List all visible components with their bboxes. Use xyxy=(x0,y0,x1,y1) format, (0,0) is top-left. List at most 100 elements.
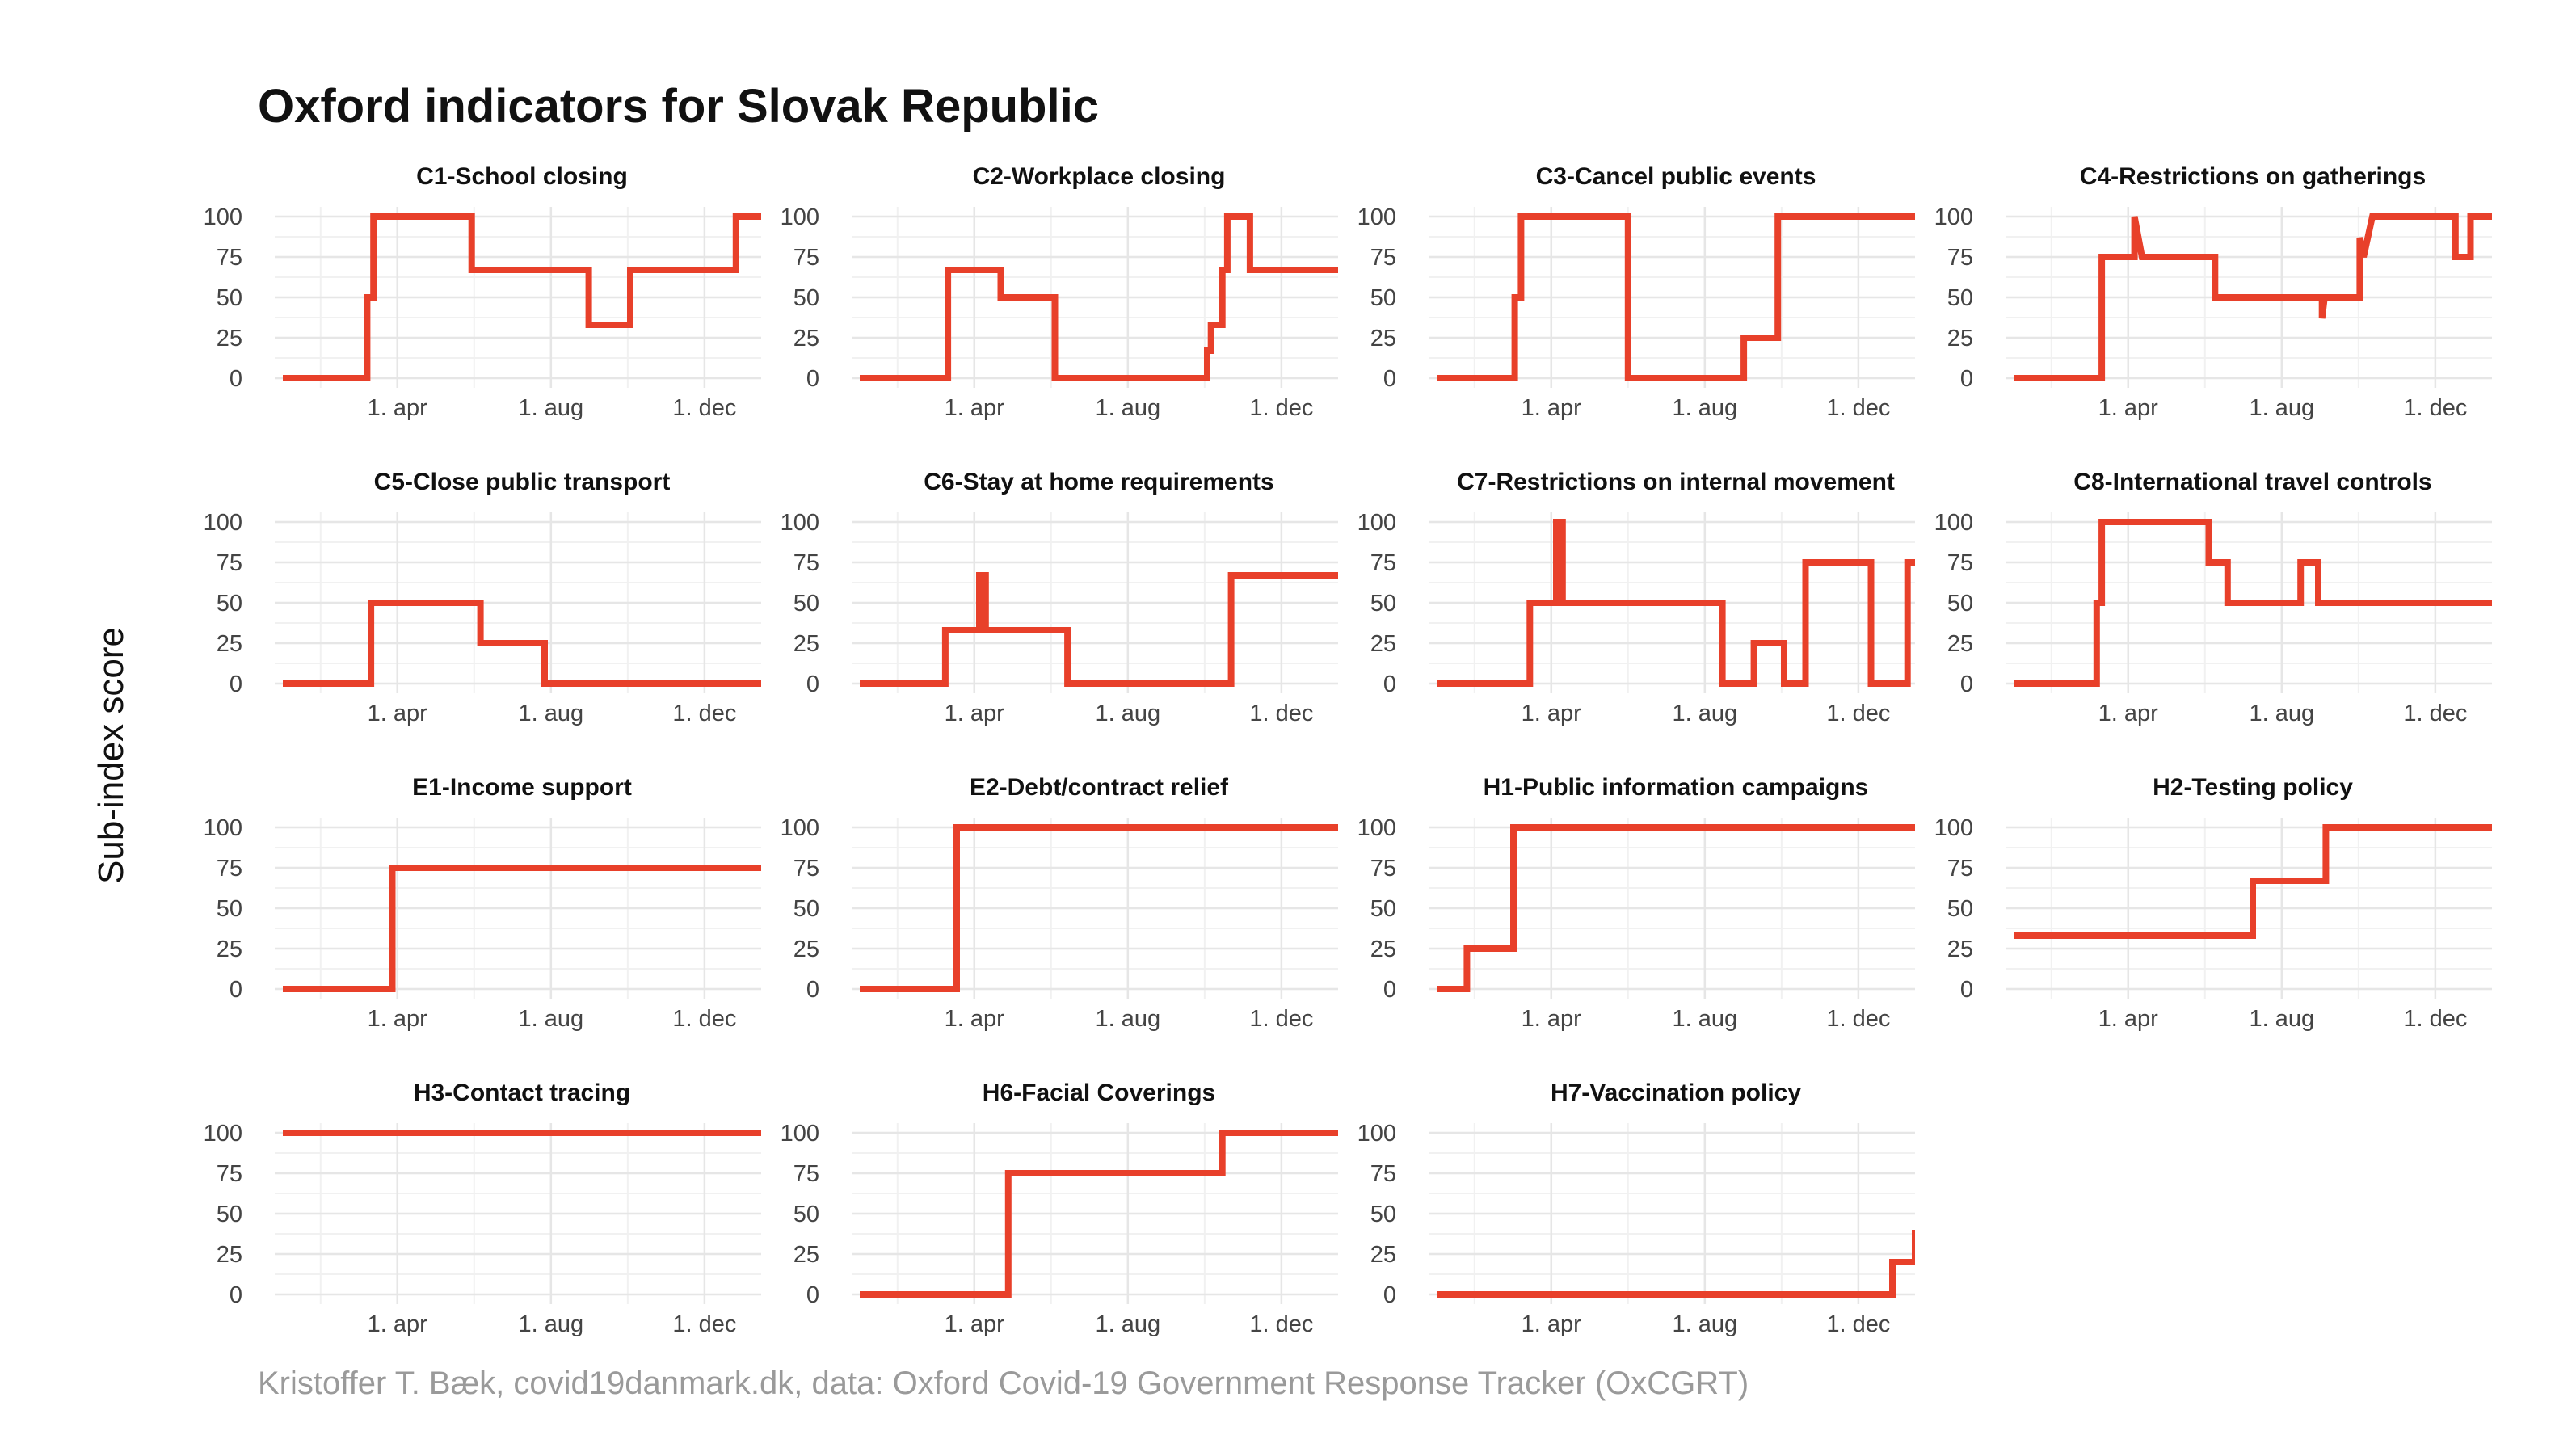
x-tick-label: 1. apr xyxy=(368,1006,427,1032)
x-tick-label: 1. aug xyxy=(1096,1006,1161,1032)
y-tick-label: 25 xyxy=(1370,1242,1396,1268)
x-tick-label: 1. apr xyxy=(1522,1311,1581,1337)
x-tick-label: 1. apr xyxy=(2098,701,2158,726)
x-tick-label: 1. dec xyxy=(1826,395,1890,421)
y-tick-label: 100 xyxy=(781,1121,819,1147)
series-line xyxy=(283,600,761,687)
y-tick-label: 25 xyxy=(1947,936,1973,962)
panel-title: H2-Testing policy xyxy=(2153,774,2353,801)
y-tick-label: 50 xyxy=(217,285,242,311)
x-tick-label: 1. aug xyxy=(1673,1311,1738,1337)
y-tick-label: 100 xyxy=(1934,510,1973,536)
x-tick-label: 1. aug xyxy=(519,1006,584,1032)
y-tick-label: 25 xyxy=(1947,326,1973,351)
y-tick-label: 50 xyxy=(217,1202,242,1227)
page-title: Oxford indicators for Slovak Republic xyxy=(258,80,1099,133)
x-tick-label: 1. apr xyxy=(945,1006,1004,1032)
y-tick-label: 0 xyxy=(806,671,819,697)
x-tick-label: 1. dec xyxy=(672,1006,736,1032)
y-tick-label: 25 xyxy=(1370,326,1396,351)
y-tick-label: 25 xyxy=(217,1242,242,1268)
x-tick-label: 1. aug xyxy=(1673,395,1738,421)
x-tick-label: 1. aug xyxy=(2250,395,2315,421)
y-tick-label: 50 xyxy=(1947,285,1973,311)
panel: E1-Income support 0 25 50 75 100 1. apr 1. aug 1… xyxy=(204,774,761,1032)
x-tick-label: 1. dec xyxy=(672,701,736,726)
y-tick-label: 75 xyxy=(793,1161,819,1187)
x-tick-label: 1. dec xyxy=(1249,701,1313,726)
y-tick-label: 50 xyxy=(793,896,819,922)
y-tick-label: 25 xyxy=(1370,936,1396,962)
y-tick-label: 75 xyxy=(1370,856,1396,882)
x-tick-label: 1. apr xyxy=(2098,395,2158,421)
x-tick-label: 1. apr xyxy=(945,395,1004,421)
y-tick-label: 50 xyxy=(1947,896,1973,922)
y-tick-label: 0 xyxy=(229,977,242,1003)
series-line xyxy=(2014,213,2492,381)
y-tick-label: 75 xyxy=(1370,1161,1396,1187)
panel-title: C8-International travel controls xyxy=(2073,469,2431,495)
y-tick-label: 50 xyxy=(1370,1202,1396,1227)
y-tick-label: 50 xyxy=(217,591,242,617)
y-tick-label: 75 xyxy=(217,245,242,271)
panel-title: C1-School closing xyxy=(416,163,628,190)
panel: C7-Restrictions on internal movement 0 25 5… xyxy=(1357,469,1915,726)
y-tick-label: 100 xyxy=(1357,815,1396,841)
y-tick-label: 100 xyxy=(204,1121,242,1147)
panel: C6-Stay at home requirements 0 25 50 75 100 1.… xyxy=(781,469,1338,726)
x-tick-label: 1. apr xyxy=(1522,701,1581,726)
y-tick-label: 25 xyxy=(793,631,819,657)
x-tick-label: 1. aug xyxy=(1096,395,1161,421)
y-tick-label: 50 xyxy=(1370,896,1396,922)
panel-title: H1-Public information campaigns xyxy=(1484,774,1869,801)
x-tick-label: 1. aug xyxy=(1096,701,1161,726)
y-tick-label: 50 xyxy=(1947,591,1973,617)
x-tick-label: 1. aug xyxy=(519,701,584,726)
y-tick-label: 75 xyxy=(1947,550,1973,576)
series-line xyxy=(1437,519,1915,687)
y-tick-label: 50 xyxy=(793,591,819,617)
y-tick-label: 75 xyxy=(1947,245,1973,271)
x-tick-label: 1. dec xyxy=(2403,1006,2467,1032)
y-tick-label: 75 xyxy=(217,1161,242,1187)
y-tick-label: 100 xyxy=(1934,815,1973,841)
y-tick-label: 50 xyxy=(1370,285,1396,311)
y-tick-label: 100 xyxy=(781,204,819,230)
y-tick-label: 25 xyxy=(217,936,242,962)
x-tick-label: 1. dec xyxy=(1249,1311,1313,1337)
y-tick-label: 75 xyxy=(1370,245,1396,271)
x-tick-label: 1. aug xyxy=(2250,701,2315,726)
y-tick-label: 75 xyxy=(793,550,819,576)
series-line xyxy=(283,213,761,381)
x-tick-label: 1. aug xyxy=(1096,1311,1161,1337)
x-tick-label: 1. dec xyxy=(672,395,736,421)
y-tick-label: 50 xyxy=(1370,591,1396,617)
x-tick-label: 1. aug xyxy=(2250,1006,2315,1032)
y-tick-label: 100 xyxy=(1357,1121,1396,1147)
y-tick-label: 0 xyxy=(229,366,242,392)
x-tick-label: 1. dec xyxy=(2403,701,2467,726)
x-tick-label: 1. apr xyxy=(1522,395,1581,421)
panel-title: E1-Income support xyxy=(412,774,632,801)
y-tick-label: 100 xyxy=(781,510,819,536)
y-tick-label: 100 xyxy=(1357,510,1396,536)
y-tick-label: 0 xyxy=(229,671,242,697)
series-line xyxy=(860,1130,1338,1298)
panel: H7-Vaccination policy 0 25 50 75 100 1. apr 1. … xyxy=(1357,1080,1915,1337)
panel: H2-Testing policy 0 25 50 75 100 1. apr 1. aug 1… xyxy=(1934,774,2492,1032)
x-tick-label: 1. aug xyxy=(1673,1006,1738,1032)
panel: H1-Public information campaigns 0 25 50 75 10… xyxy=(1357,774,1915,1032)
x-tick-label: 1. dec xyxy=(2403,395,2467,421)
y-tick-label: 0 xyxy=(1383,671,1396,697)
x-tick-label: 1. dec xyxy=(1826,1311,1890,1337)
panel: E2-Debt/contract relief 0 25 50 75 100 1. apr 1… xyxy=(781,774,1338,1032)
y-tick-label: 0 xyxy=(1383,977,1396,1003)
x-tick-label: 1. aug xyxy=(1673,701,1738,726)
y-tick-label: 0 xyxy=(1960,977,1973,1003)
panel: C5-Close public transport 0 25 50 75 100 1. ap… xyxy=(204,469,761,726)
y-tick-label: 25 xyxy=(217,326,242,351)
series-line xyxy=(2014,824,2492,939)
y-tick-label: 100 xyxy=(204,204,242,230)
panel-title: C3-Cancel public events xyxy=(1536,163,1816,190)
series-line xyxy=(1437,213,1915,381)
